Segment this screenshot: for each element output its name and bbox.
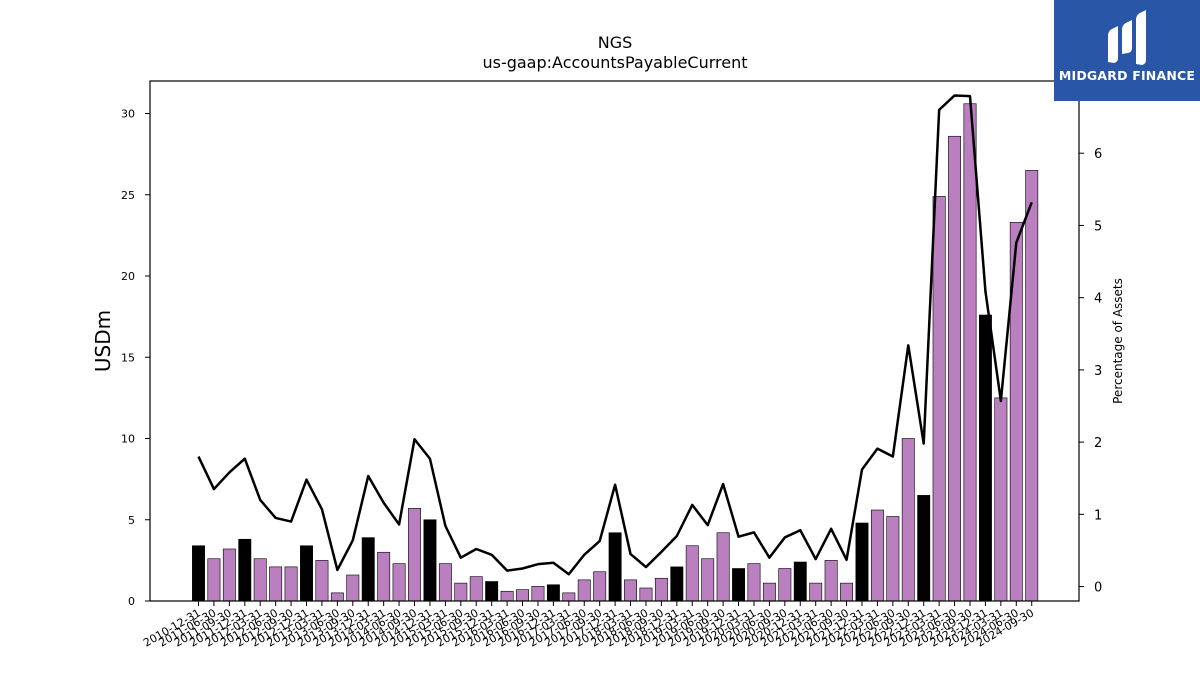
y2-tick-label: 2: [1094, 436, 1102, 451]
bar: [855, 522, 869, 602]
bar: [408, 508, 421, 602]
bar: [809, 582, 823, 602]
bar: [624, 579, 637, 602]
bar: [932, 196, 946, 602]
bar: [485, 581, 499, 602]
y-tick-label: 25: [121, 189, 135, 202]
y2-tick-label: 0: [1094, 581, 1102, 596]
bar: [361, 537, 375, 602]
chart-subtitle: us-gaap:AccountsPayableCurrent: [482, 53, 747, 72]
bar: [315, 560, 329, 602]
bar: [886, 516, 900, 602]
midgard-logo-icon: [1108, 10, 1146, 65]
bar: [207, 558, 221, 602]
y-tick-label: 5: [128, 514, 135, 527]
bar: [269, 566, 283, 602]
plot-frame: [149, 80, 1080, 602]
bar: [840, 582, 854, 602]
bar: [732, 568, 746, 602]
y-axis-left: 0 5 10 15 20 25 30: [121, 108, 150, 608]
bar: [870, 509, 884, 602]
bar: [423, 519, 437, 602]
bar: [546, 584, 560, 602]
bar: [284, 566, 298, 602]
bar: [500, 590, 514, 602]
bar: [593, 571, 607, 602]
y-tick-label: 10: [121, 433, 135, 446]
y-axis-right: 0 1 2 3 4 5 6: [1079, 147, 1102, 596]
percentage-line: [197, 94, 1033, 576]
bar: [948, 135, 962, 602]
y2-tick-label: 6: [1094, 147, 1102, 162]
bar: [469, 576, 483, 602]
bar: [701, 558, 715, 602]
bar: [577, 579, 591, 602]
bar: [963, 103, 977, 602]
logo-text: MIDGARD FINANCE: [1058, 68, 1196, 83]
bar: [608, 532, 622, 602]
bar: [654, 577, 668, 602]
bar: [793, 561, 807, 602]
bar: [531, 586, 545, 602]
bar: [1025, 170, 1039, 602]
x-axis: 2010-12-312011-06-302011-09-302011-12-31…: [141, 601, 1036, 650]
bar: [330, 592, 344, 602]
bar: [639, 587, 653, 602]
y-tick-label: 30: [121, 108, 135, 121]
bar: [377, 551, 391, 602]
y2-tick-label: 3: [1094, 364, 1102, 379]
bar: [454, 582, 468, 602]
bar: [516, 589, 529, 602]
bar: [901, 438, 915, 602]
bar: [222, 548, 236, 602]
bar: [917, 495, 931, 602]
bar: [978, 314, 992, 602]
bar: [346, 574, 360, 602]
y2-tick-label: 5: [1094, 219, 1102, 234]
bar: [253, 558, 267, 602]
bar: [778, 568, 792, 602]
y2-tick-label: 1: [1094, 508, 1102, 523]
bar: [716, 532, 730, 602]
bar: [562, 592, 576, 602]
chart-title: NGS: [598, 33, 633, 52]
bar: [747, 563, 761, 602]
y-axis-label: USDm: [91, 310, 115, 372]
y2-tick-label: 4: [1094, 292, 1102, 307]
y-tick-label: 20: [121, 270, 135, 283]
bar: [392, 563, 406, 602]
y2-axis-label: Percentage of Assets: [1111, 278, 1125, 404]
bar: [238, 538, 252, 602]
bar: [438, 563, 452, 602]
bar: [824, 560, 838, 602]
y-tick-label: 15: [121, 351, 135, 364]
y-tick-label: 0: [128, 595, 135, 608]
bar: [192, 545, 205, 602]
bar: [685, 545, 699, 602]
bar-series: [192, 103, 1039, 602]
midgard-finance-logo: MIDGARD FINANCE: [1054, 0, 1200, 101]
bar: [762, 582, 776, 602]
bar: [670, 566, 684, 602]
bar: [994, 397, 1008, 602]
bar: [300, 545, 313, 602]
